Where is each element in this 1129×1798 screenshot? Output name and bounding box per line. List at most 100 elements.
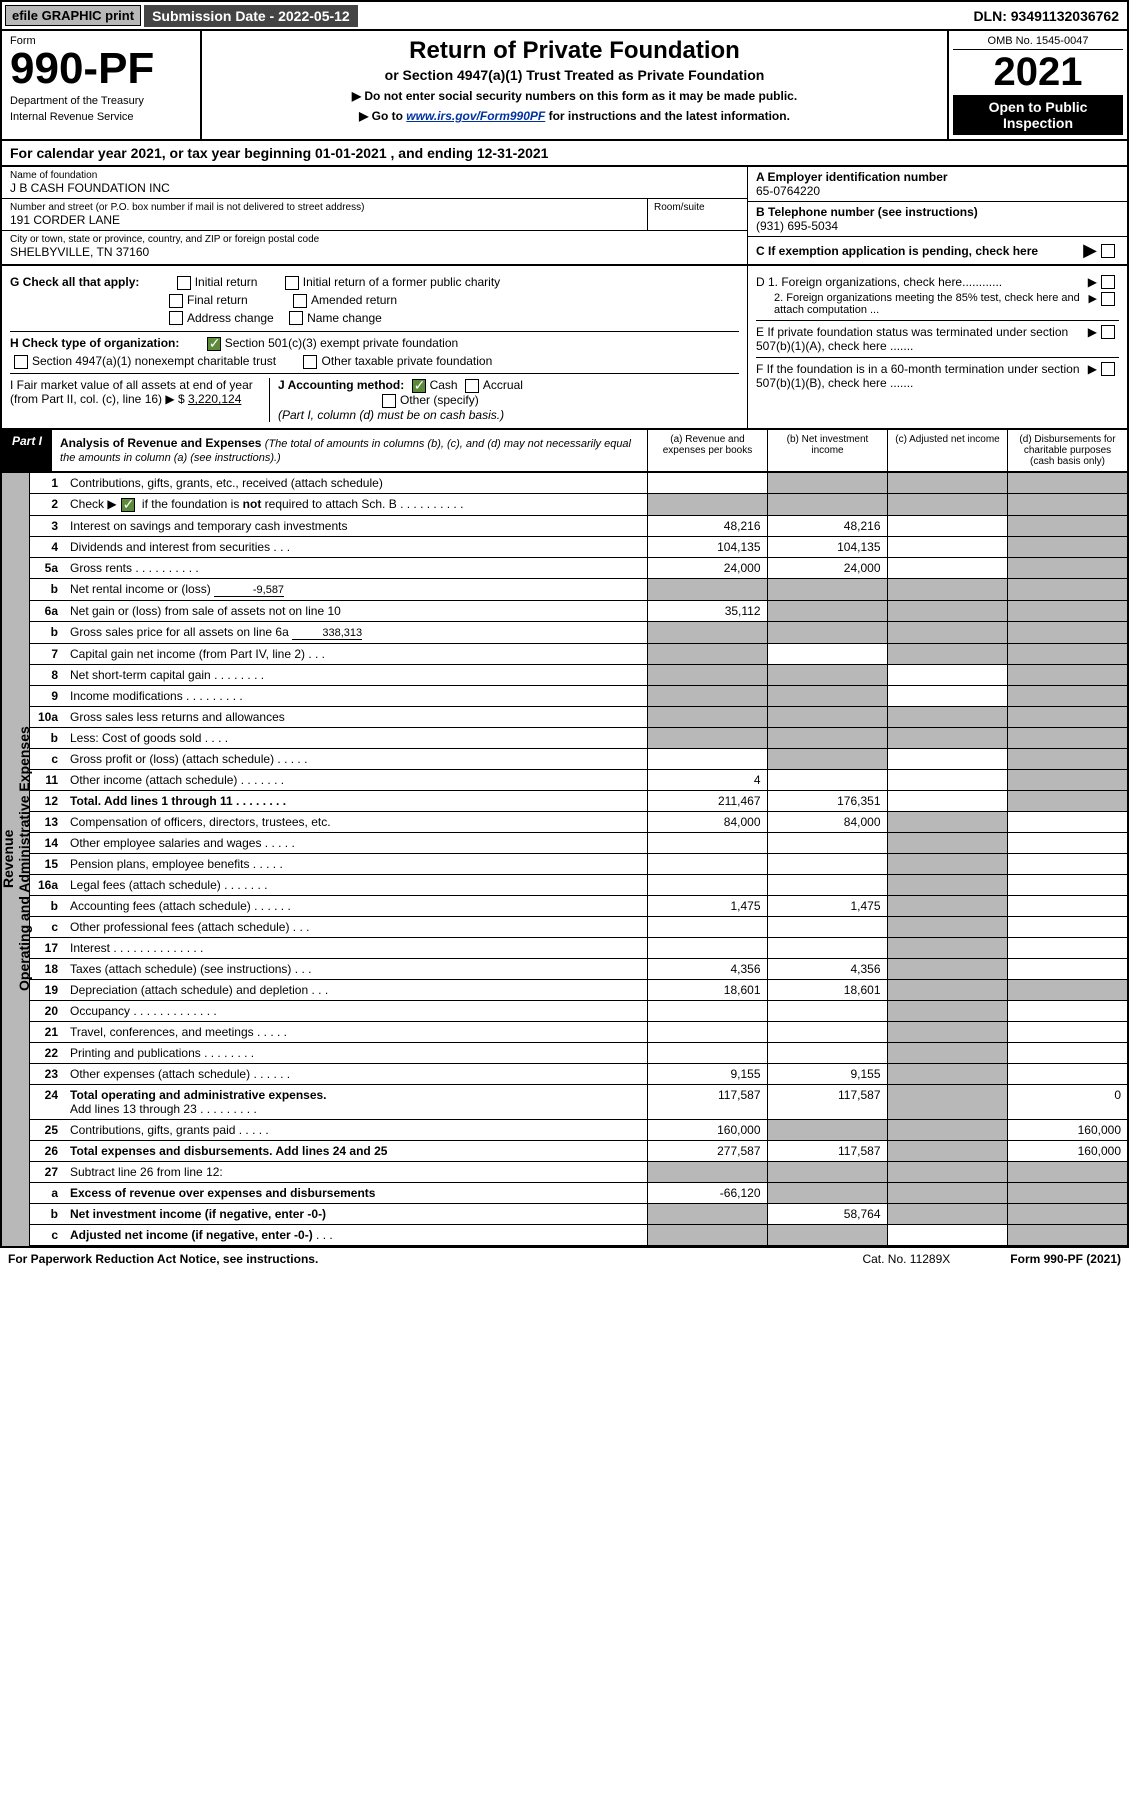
row-20: 20Occupancy . . . . . . . . . . . . .	[30, 1000, 1127, 1021]
form-title: Return of Private Foundation	[214, 37, 935, 65]
row-10b: bLess: Cost of goods sold . . . .	[30, 727, 1127, 748]
g-opt-final: Final return	[187, 293, 248, 307]
row-12: 12Total. Add lines 1 through 11 . . . . …	[30, 790, 1127, 811]
note2-post: for instructions and the latest informat…	[545, 109, 790, 123]
ein-label: A Employer identification number	[756, 170, 1119, 184]
g-line: G Check all that apply: Initial return I…	[10, 275, 739, 290]
form990pf-link[interactable]: www.irs.gov/Form990PF	[406, 109, 545, 123]
j-accrual-checkbox[interactable]	[465, 379, 479, 393]
footer-left: For Paperwork Reduction Act Notice, see …	[8, 1252, 318, 1266]
g-initial-return-checkbox[interactable]	[177, 276, 191, 290]
form-note-2: ▶ Go to www.irs.gov/Form990PF for instru…	[214, 109, 935, 123]
r6b-d: Gross sales price for all assets on line…	[70, 625, 289, 639]
section-def: D 1. Foreign organizations, check here..…	[747, 266, 1127, 428]
c-row: C If exemption application is pending, c…	[748, 237, 1127, 264]
r21-d: Travel, conferences, and meetings	[70, 1025, 254, 1039]
row-16c: cOther professional fees (attach schedul…	[30, 916, 1127, 937]
row-21: 21Travel, conferences, and meetings . . …	[30, 1021, 1127, 1042]
g-opt-initial: Initial return	[195, 275, 258, 289]
r16a-d: Legal fees (attach schedule)	[70, 878, 221, 892]
r15-d: Pension plans, employee benefits	[70, 857, 249, 871]
g-opt-address: Address change	[187, 311, 274, 325]
i-j-row: I Fair market value of all assets at end…	[10, 373, 739, 422]
entity-left: Name of foundation J B CASH FOUNDATION I…	[2, 167, 747, 264]
schb-checkbox[interactable]	[121, 498, 135, 512]
j-note: (Part I, column (d) must be on cash basi…	[278, 408, 504, 422]
row-5b: bNet rental income or (loss) -9,587	[30, 578, 1127, 600]
omb-number: OMB No. 1545-0047	[953, 35, 1123, 50]
part1-table: 1Contributions, gifts, grants, etc., rec…	[30, 473, 1127, 1246]
g-line3: Address change Name change	[10, 311, 739, 326]
j-cash-label: Cash	[430, 378, 458, 392]
header-right: OMB No. 1545-0047 2021 Open to Public In…	[947, 31, 1127, 139]
part1-header-row: Part I Analysis of Revenue and Expenses …	[0, 430, 1129, 473]
r4-d: Dividends and interest from securities	[70, 540, 270, 554]
h-501c3-checkbox[interactable]	[207, 337, 221, 351]
r2-mid: if the foundation is not required to att…	[139, 497, 397, 511]
footer-catno: Cat. No. 11289X	[862, 1252, 950, 1266]
g-address-change-checkbox[interactable]	[169, 311, 183, 325]
part1-body: Revenue Operating and Administrative Exp…	[0, 473, 1129, 1248]
dln-number: DLN: 93491132036762	[965, 5, 1127, 27]
j-other-checkbox[interactable]	[382, 394, 396, 408]
fmv-value: 3,220,124	[188, 392, 241, 406]
r24-d2: Add lines 13 through 23	[70, 1102, 197, 1116]
efile-print-button[interactable]: efile GRAPHIC print	[5, 5, 141, 26]
entity-right: A Employer identification number 65-0764…	[747, 167, 1127, 264]
note2-pre: ▶ Go to	[359, 109, 406, 123]
j-cash-checkbox[interactable]	[412, 379, 426, 393]
f-checkbox[interactable]	[1101, 362, 1115, 376]
g-name-change-checkbox[interactable]	[289, 311, 303, 325]
r2-pre: Check ▶	[70, 497, 117, 511]
g-opt-amended: Amended return	[311, 293, 397, 307]
city-label: City or town, state or province, country…	[10, 234, 739, 245]
e-line: E If private foundation status was termi…	[756, 320, 1119, 353]
foundation-name: J B CASH FOUNDATION INC	[10, 181, 739, 195]
d1-checkbox[interactable]	[1101, 275, 1115, 289]
f-label: F If the foundation is in a 60-month ter…	[756, 362, 1088, 390]
c-checkbox[interactable]	[1101, 244, 1115, 258]
g-opt-former: Initial return of a former public charit…	[303, 275, 500, 289]
row-17: 17Interest . . . . . . . . . . . . . .	[30, 937, 1127, 958]
form-header: Form 990-PF Department of the Treasury I…	[0, 31, 1129, 141]
r14-d: Other employee salaries and wages	[70, 836, 261, 850]
g-amended-checkbox[interactable]	[293, 294, 307, 308]
e-checkbox[interactable]	[1101, 325, 1115, 339]
tax-year: 2021	[953, 50, 1123, 95]
form-number: 990-PF	[10, 47, 192, 91]
j-other-label: Other (specify)	[400, 393, 479, 407]
h-opt2: Section 4947(a)(1) nonexempt charitable …	[32, 354, 276, 368]
row-15: 15Pension plans, employee benefits . . .…	[30, 853, 1127, 874]
r25-d: Contributions, gifts, grants paid	[70, 1123, 235, 1137]
r27b-d: Net investment income (if negative, ente…	[70, 1207, 326, 1221]
row-10a: 10aGross sales less returns and allowanc…	[30, 706, 1127, 727]
row-26: 26Total expenses and disbursements. Add …	[30, 1140, 1127, 1161]
part1-desc: Analysis of Revenue and Expenses (The to…	[52, 430, 647, 471]
r5b-inline: -9,587	[214, 584, 284, 597]
row-18: 18Taxes (attach schedule) (see instructi…	[30, 958, 1127, 979]
h-other-taxable-checkbox[interactable]	[303, 355, 317, 369]
ein-row: A Employer identification number 65-0764…	[748, 167, 1127, 202]
h-4947-checkbox[interactable]	[14, 355, 28, 369]
r5b-d: Net rental income or (loss)	[70, 582, 211, 596]
foundation-city: SHELBYVILLE, TN 37160	[10, 245, 739, 259]
addr-label: Number and street (or P.O. box number if…	[10, 202, 639, 213]
g-initial-former-checkbox[interactable]	[285, 276, 299, 290]
g-final-return-checkbox[interactable]	[169, 294, 183, 308]
d2-label: 2. Foreign organizations meeting the 85%…	[756, 292, 1089, 316]
r26-d: Total expenses and disbursements. Add li…	[70, 1144, 387, 1158]
phone-value: (931) 695-5034	[756, 219, 1119, 233]
j-accrual-label: Accrual	[483, 378, 523, 392]
c-label: C If exemption application is pending, c…	[756, 244, 1083, 258]
r6b-inline: 338,313	[292, 627, 362, 640]
f-line: F If the foundation is in a 60-month ter…	[756, 357, 1119, 390]
d2-checkbox[interactable]	[1101, 292, 1115, 306]
r10c-d: Gross profit or (loss) (attach schedule)	[70, 752, 274, 766]
row-19: 19Depreciation (attach schedule) and dep…	[30, 979, 1127, 1000]
r18-d: Taxes (attach schedule) (see instruction…	[70, 962, 291, 976]
row-7: 7Capital gain net income (from Part IV, …	[30, 643, 1127, 664]
e-label: E If private foundation status was termi…	[756, 325, 1088, 353]
city-row: City or town, state or province, country…	[2, 231, 747, 262]
dots-icon: . . . . . . . . . .	[397, 497, 464, 511]
row-13: 13Compensation of officers, directors, t…	[30, 811, 1127, 832]
